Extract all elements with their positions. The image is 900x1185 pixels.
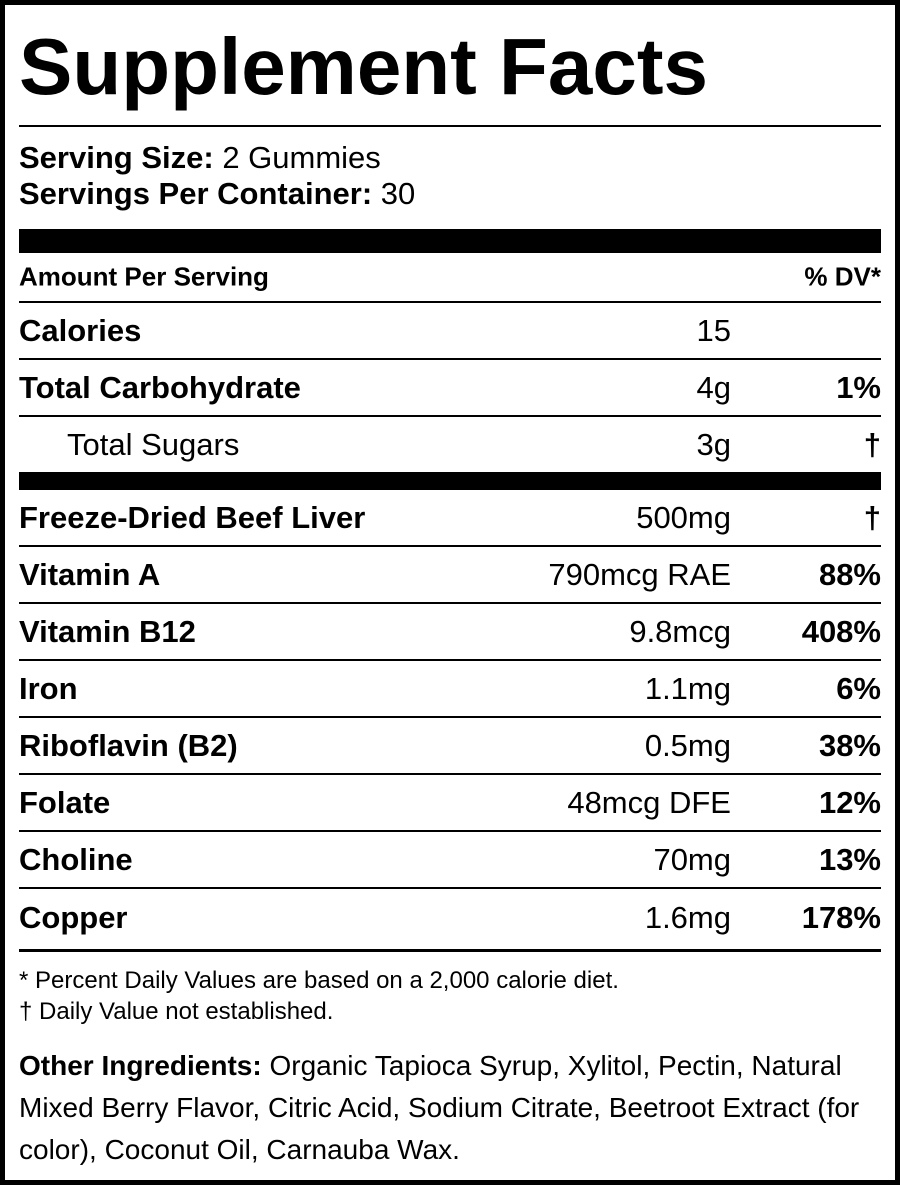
serving-size-label: Serving Size:	[19, 140, 214, 175]
nutrient-dv: †	[863, 499, 881, 535]
nutrient-amount: 9.8mcg	[629, 613, 731, 649]
table-row: Freeze-Dried Beef Liver 500mg †	[19, 490, 881, 547]
nutrient-amount: 1.1mg	[644, 670, 731, 706]
nutrient-dv: 38%	[818, 727, 881, 763]
nutrient-name: Copper	[19, 900, 128, 935]
table-row: Folate 48mcg DFE 12%	[19, 775, 881, 832]
serving-size-line: Serving Size: 2 Gummies	[19, 140, 881, 176]
nutrient-dv: 12%	[818, 784, 881, 820]
nutrient-name: Freeze-Dried Beef Liver	[19, 499, 366, 535]
serving-size-value: 2 Gummies	[222, 140, 381, 175]
percent-daily-value-note: * Percent Daily Values are based on a 2,…	[19, 967, 619, 994]
servings-per-container-value: 30	[380, 176, 416, 211]
nutrient-dv: 6%	[836, 670, 881, 706]
label-title: Supplement Facts	[19, 22, 709, 111]
label-content: Supplement Facts Serving Size: 2 Gummies…	[19, 5, 881, 1171]
daily-value-header: % DV*	[804, 261, 881, 292]
nutrient-dv: †	[863, 426, 881, 462]
other-ingredients: Other Ingredients: Organic Tapioca Syrup…	[19, 1045, 881, 1171]
table-header-row: Amount Per Serving % DV*	[19, 253, 881, 303]
amount-per-serving-header: Amount Per Serving	[19, 261, 269, 292]
table-row: Vitamin B12 9.8mcg 408%	[19, 604, 881, 661]
nutrient-amount: 790mcg RAE	[548, 556, 731, 592]
nutrient-name: Vitamin B12	[19, 613, 196, 649]
table-row: Vitamin A 790mcg RAE 88%	[19, 547, 881, 604]
nutrient-name: Vitamin A	[19, 556, 161, 592]
dagger-note: † Daily Value not established.	[19, 998, 334, 1025]
title-divider	[19, 125, 881, 127]
nutrient-amount: 1.6mg	[644, 900, 731, 935]
table-row: Copper 1.6mg 178%	[19, 889, 881, 947]
table-row: Iron 1.1mg 6%	[19, 661, 881, 718]
nutrient-name: Calories	[19, 312, 142, 348]
nutrient-dv: 1%	[836, 369, 881, 405]
nutrient-name: Total Carbohydrate	[19, 369, 301, 405]
nutrient-amount: 0.5mg	[644, 727, 731, 763]
table-row: Total Sugars 3g †	[19, 417, 881, 472]
serving-info: Serving Size: 2 Gummies Servings Per Con…	[19, 127, 881, 212]
table-row: Choline 70mg 13%	[19, 832, 881, 889]
servings-per-container-label: Servings Per Container:	[19, 176, 373, 211]
nutrient-name: Riboflavin (B2)	[19, 727, 238, 763]
nutrient-name: Total Sugars	[67, 426, 240, 462]
nutrient-amount: 48mcg DFE	[567, 784, 731, 820]
nutrient-amount: 3g	[696, 426, 731, 462]
nutrient-amount: 15	[696, 312, 731, 348]
nutrient-amount: 500mg	[636, 499, 731, 535]
nutrient-amount: 70mg	[653, 841, 731, 877]
serving-thick-divider	[19, 229, 881, 253]
nutrient-name: Choline	[19, 841, 133, 877]
nutrient-name: Iron	[19, 670, 78, 706]
nutrient-thick-divider	[19, 472, 881, 490]
other-ingredients-text: Organic Tapioca Syrup, Xylitol, Pectin, …	[19, 1050, 860, 1165]
nutrient-dv: 13%	[818, 841, 881, 877]
footnotes: * Percent Daily Values are based on a 2,…	[19, 952, 881, 1027]
table-row: Total Carbohydrate 4g 1%	[19, 360, 881, 417]
nutrient-name: Folate	[19, 784, 111, 820]
nutrient-dv: 408%	[801, 613, 881, 649]
servings-per-container-line: Servings Per Container: 30	[19, 176, 881, 212]
other-ingredients-label: Other Ingredients:	[19, 1050, 262, 1081]
nutrient-rows: Freeze-Dried Beef Liver 500mg † Vitamin …	[19, 490, 881, 947]
nutrient-dv: 178%	[801, 900, 881, 935]
table-row: Riboflavin (B2) 0.5mg 38%	[19, 718, 881, 775]
table-bottom-divider	[19, 949, 881, 952]
table-row: Calories 15	[19, 303, 881, 360]
nutrient-dv: 88%	[818, 556, 881, 592]
nutrient-amount: 4g	[696, 369, 731, 405]
basic-nutrient-rows: Calories 15 Total Carbohydrate 4g 1% Tot…	[19, 303, 881, 472]
